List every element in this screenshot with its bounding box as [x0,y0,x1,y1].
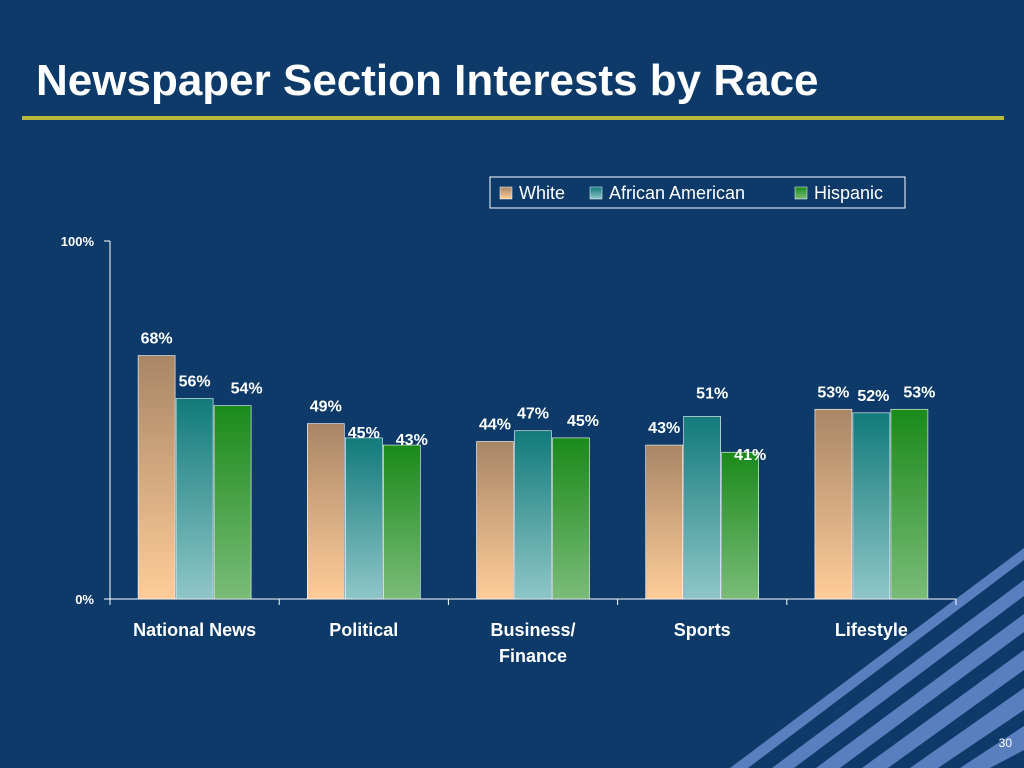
data-label-political-african-american: 45% [348,425,380,442]
data-label-national-news-white: 68% [141,331,173,348]
title-divider [22,116,1004,120]
bar-national-news-african-american [175,398,214,600]
bar-business-finance-white [476,441,514,600]
bar-political-african-american [344,437,383,600]
bar-sports-hispanic [721,451,760,600]
bar-national-news-white [137,355,176,600]
bar-political-white [306,423,345,600]
x-tick-label-lifestyle: Lifestyle [835,620,908,640]
bar-lifestyle-white [814,408,853,600]
legend-label-hispanic: Hispanic [814,183,883,203]
data-label-business-finance-white: 44% [479,416,511,433]
data-label-political-white: 49% [310,399,342,416]
legend-swatch-hispanic [794,186,808,200]
bar-political-hispanic [382,444,421,600]
data-label-political-hispanic: 43% [396,432,428,449]
x-tick-label-sports: Sports [674,620,731,640]
legend-swatch-african-american [589,186,603,200]
legend-label-african-american: African American [609,183,745,203]
bar-lifestyle-hispanic [890,408,929,600]
x-tick-label-political: Political [329,620,398,640]
data-label-lifestyle-white: 53% [817,384,849,401]
corner-stripes-decoration [730,548,1024,768]
legend: White African American Hispanic [489,176,906,209]
data-label-business-finance-african-american: 47% [517,406,549,423]
bar-sports-african-american [683,416,722,600]
legend-label-white: White [519,183,565,203]
x-tick-group: National News Political Business/Finance Sp… [109,599,957,666]
x-tick-label-business-finance: Business/Finance [490,620,575,666]
data-label-national-news-african-american: 56% [179,374,211,391]
bar-national-news-hispanic [213,405,252,600]
page-number: 30 [998,736,1012,750]
data-label-sports-hispanic: 41% [734,447,766,464]
bar-business-finance-african-american [514,430,552,600]
y-tick-label-top: 100% [61,234,95,249]
slide-title: Newspaper Section Interests by Race [36,56,819,105]
bar-business-finance-hispanic [552,437,590,600]
data-label-sports-african-american: 51% [696,385,728,402]
bar-sports-white [645,444,684,600]
data-label-national-news-hispanic: 54% [231,381,263,398]
bar-group: 68% 56% 54% 49% 45% 43% 44% 47% 45% 43% 51% 41% 53% 5… [137,331,935,600]
x-tick-label-national-news: National News [133,620,256,640]
legend-box [489,176,906,209]
bar-lifestyle-african-american [852,412,891,600]
legend-swatch-white [499,186,513,200]
data-label-lifestyle-hispanic: 53% [903,384,935,401]
data-label-lifestyle-african-american: 52% [857,388,889,405]
data-label-business-finance-hispanic: 45% [567,413,599,430]
data-label-sports-white: 43% [648,420,680,437]
y-tick-label-bottom: 0% [75,592,94,607]
